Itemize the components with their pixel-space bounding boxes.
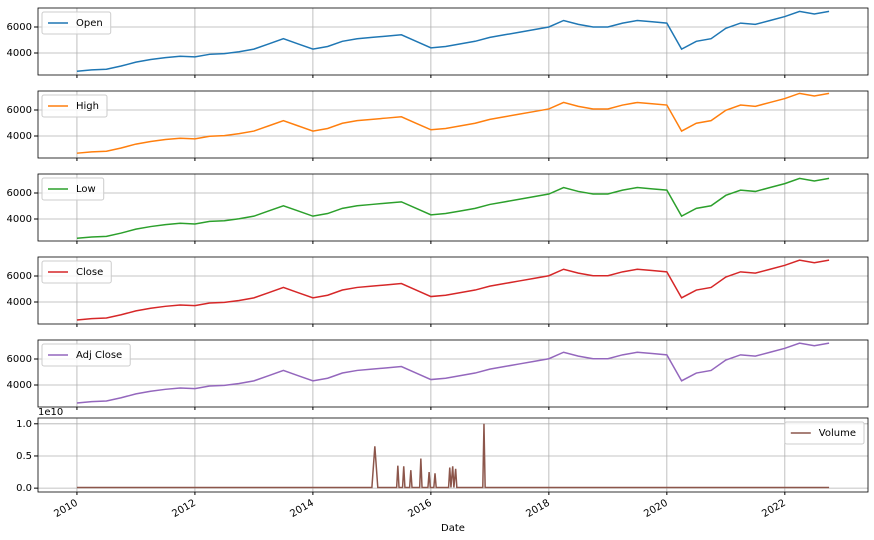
series-line [76,259,830,321]
plot-frame [37,256,869,325]
x-tick-label: 2016 [406,498,434,520]
plot-frame [37,90,869,159]
y-tick-label: 4000 [7,131,32,142]
x-tick-label: 2018 [524,498,552,520]
plot-frame [37,417,869,493]
y-tick-label: 4000 [7,214,32,225]
legend-box [41,343,131,367]
y-tick-label: 6000 [7,105,32,116]
x-tick-label: 2012 [170,498,198,520]
legend-label: Adj Close [76,350,122,361]
x-axis-label: Date [441,523,465,534]
y-tick-label: 6000 [7,22,32,33]
x-tick-label: 2014 [288,498,316,520]
legend: Low [41,177,105,201]
offset-label: 1e10 [38,407,63,418]
series-line [76,177,830,240]
legend: Adj Close [41,343,131,367]
y-tick-label: 6000 [7,188,32,199]
series-line [76,423,830,489]
y-tick-label: 4000 [7,297,32,308]
x-tick-label: 2020 [642,498,670,520]
legend: High [41,94,108,118]
legend-box [41,11,112,35]
legend-label: Close [76,267,103,278]
legend-label: High [76,101,99,112]
series-line [76,10,830,72]
legend: Volume [784,421,865,445]
plot-frame [37,173,869,242]
y-tick-label: 6000 [7,354,32,365]
x-tick-label: 2022 [760,498,788,520]
legend-box [41,94,108,118]
legend-box [784,421,865,445]
y-tick-label: 0.5 [16,451,32,462]
legend-label: Open [76,18,103,29]
x-tick-label: 2010 [52,498,80,520]
legend-label: Low [76,184,96,195]
y-tick-label: 1.0 [16,419,32,430]
y-tick-label: 4000 [7,48,32,59]
series-line [76,342,830,404]
legend-label: Volume [819,428,856,439]
y-tick-label: 0.0 [16,483,32,494]
series-line [76,92,830,154]
legend-box [41,177,105,201]
plot-frame [37,7,869,76]
plot-frame [37,339,869,408]
legend: Close [41,260,112,284]
legend: Open [41,11,112,35]
legend-box [41,260,112,284]
y-tick-label: 6000 [7,271,32,282]
y-tick-label: 4000 [7,380,32,391]
